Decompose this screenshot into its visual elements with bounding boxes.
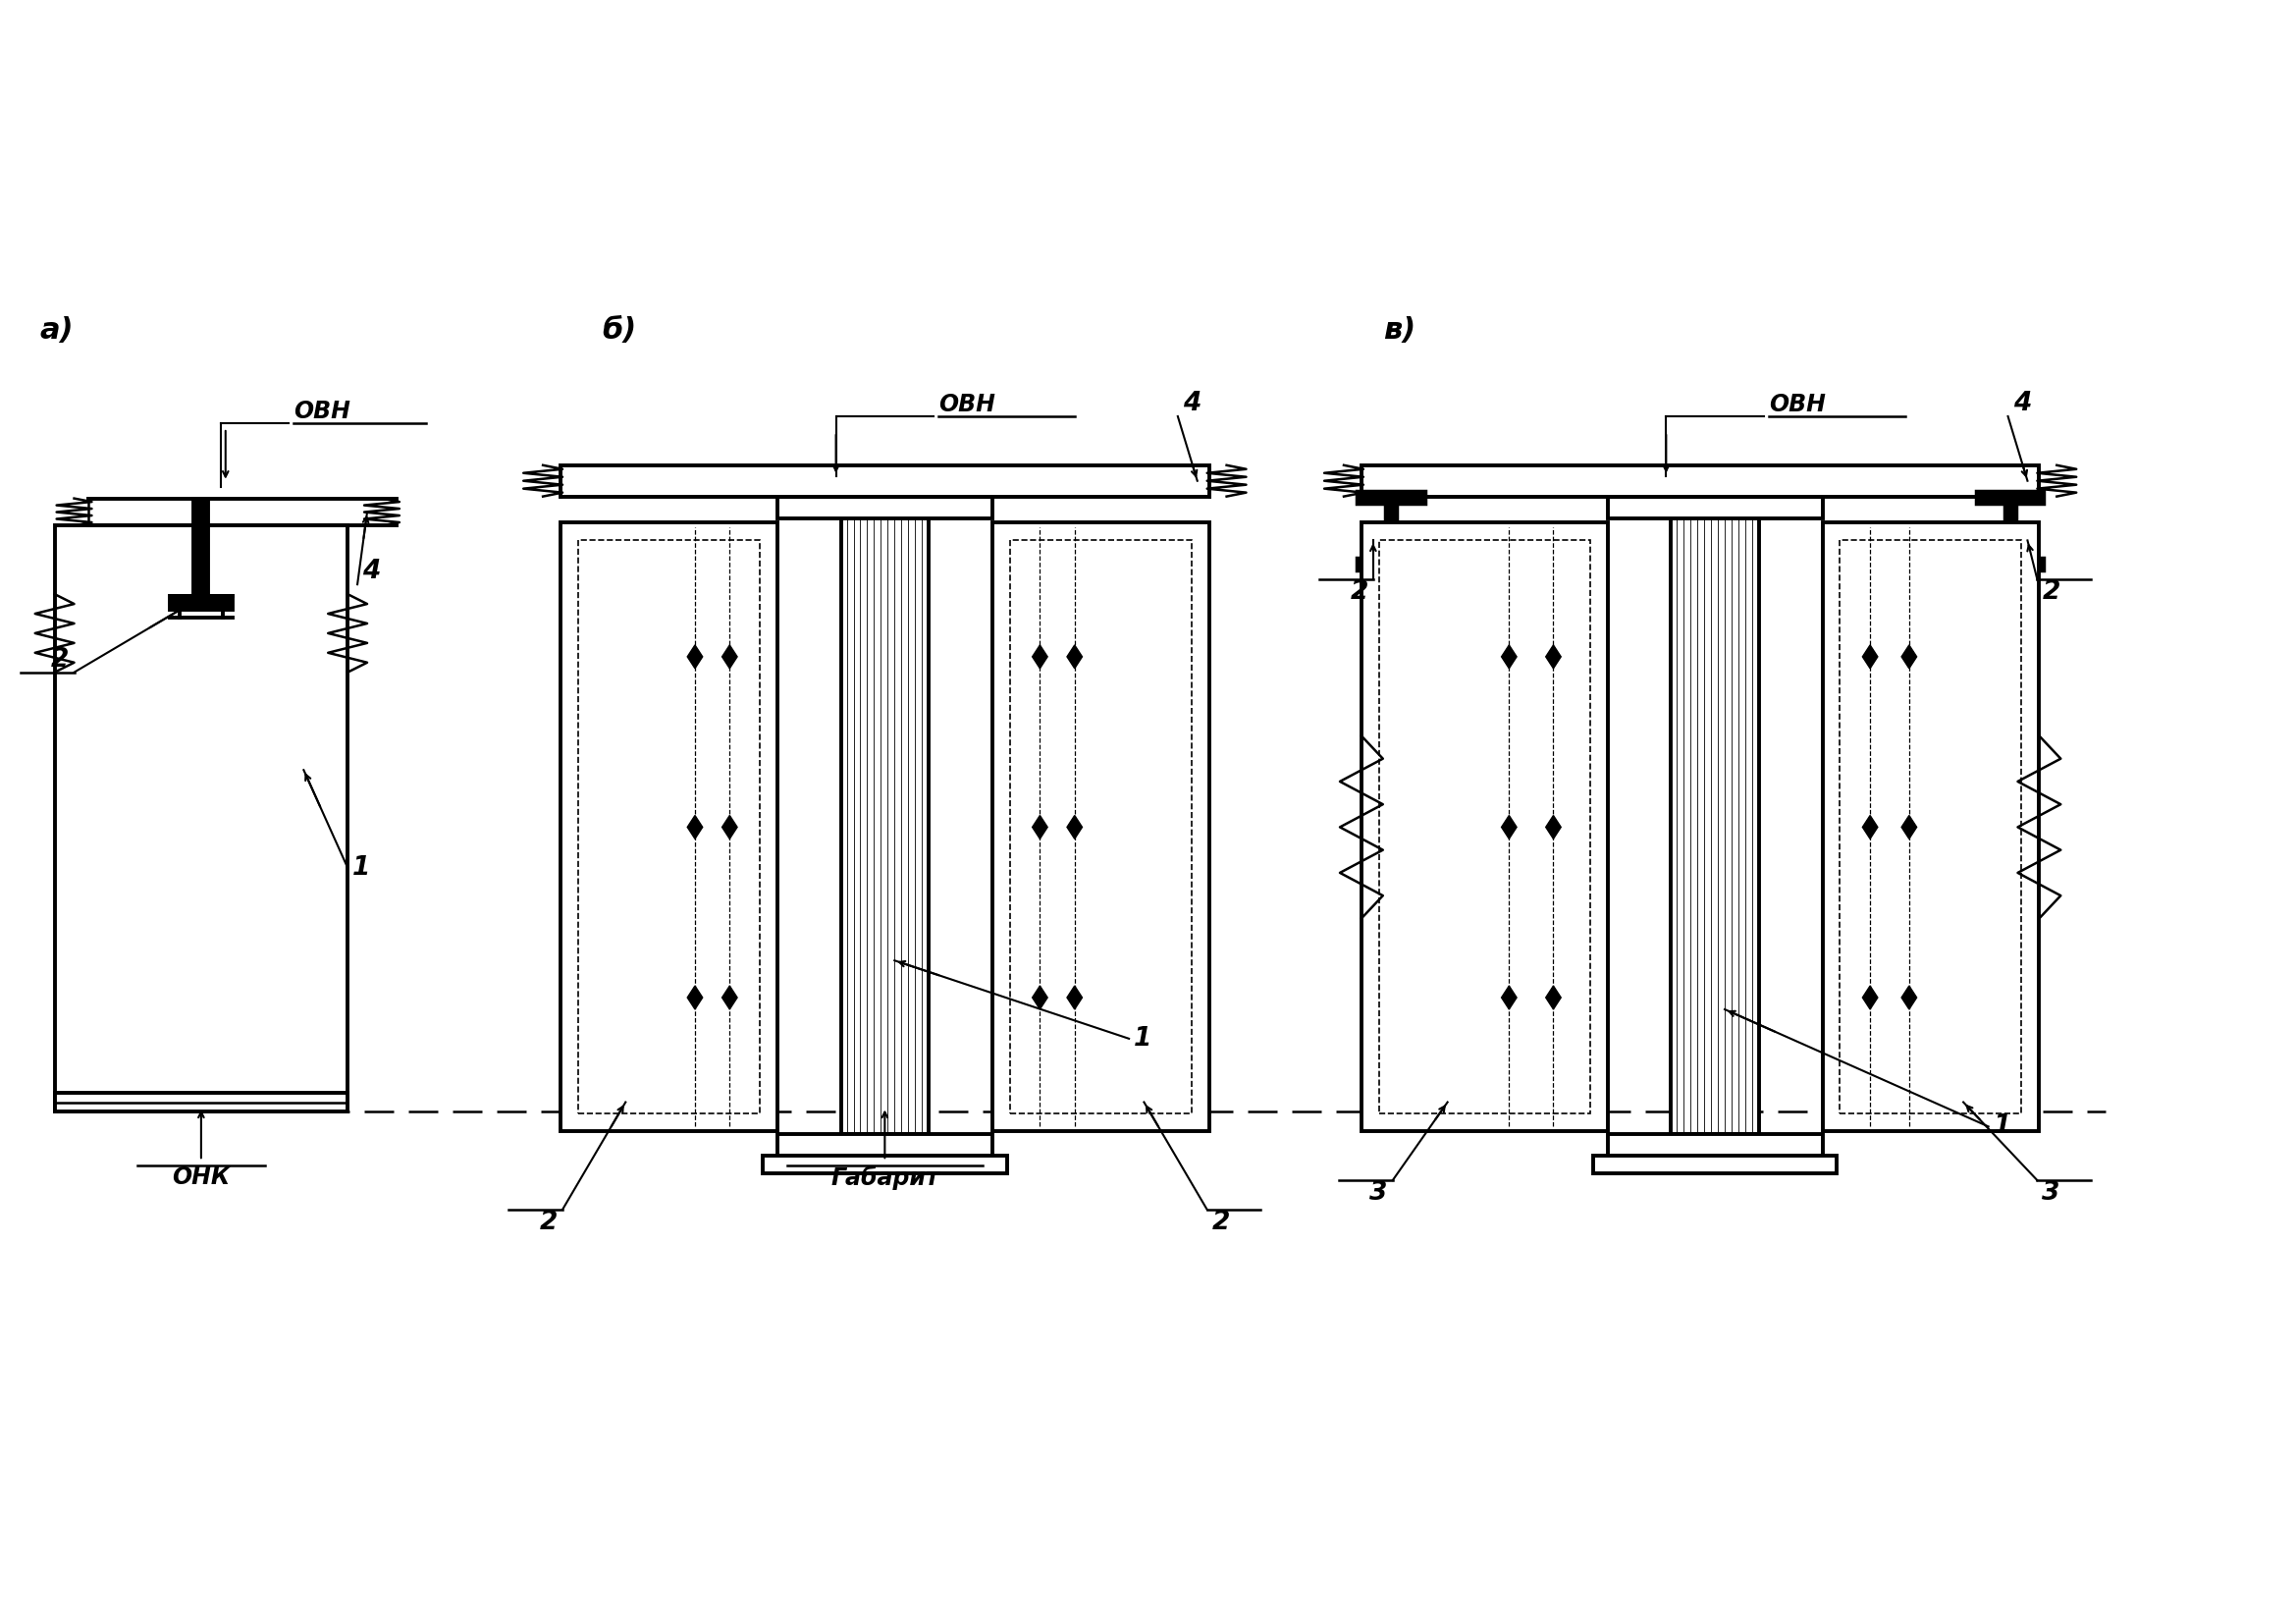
Text: б): б) xyxy=(602,317,636,344)
Polygon shape xyxy=(1502,815,1518,840)
Bar xyxy=(762,1156,1008,1174)
Bar xyxy=(1823,523,2039,1132)
Bar xyxy=(1362,464,2039,497)
Text: 3: 3 xyxy=(2041,1181,2060,1207)
Bar xyxy=(1357,557,1426,570)
Text: ОВН: ОВН xyxy=(294,400,351,424)
Polygon shape xyxy=(1545,986,1561,1009)
Bar xyxy=(1671,497,1759,1135)
Bar xyxy=(170,596,232,609)
Text: 2: 2 xyxy=(1350,580,1368,606)
Polygon shape xyxy=(1862,645,1878,669)
Text: 2: 2 xyxy=(1212,1210,1231,1236)
Polygon shape xyxy=(1033,815,1047,840)
Bar xyxy=(55,526,347,1112)
Text: 2: 2 xyxy=(2041,580,2060,606)
Bar xyxy=(1977,557,2043,570)
Bar xyxy=(992,523,1210,1132)
Polygon shape xyxy=(1033,645,1047,669)
Bar xyxy=(1362,523,1607,1132)
Text: 4: 4 xyxy=(1182,391,1201,416)
Bar xyxy=(1839,541,2023,1114)
Bar xyxy=(560,523,778,1132)
Polygon shape xyxy=(721,645,737,669)
Text: 4: 4 xyxy=(2014,391,2032,416)
Polygon shape xyxy=(1545,645,1561,669)
Bar xyxy=(1607,497,1823,518)
Text: 4: 4 xyxy=(363,559,381,585)
Polygon shape xyxy=(721,986,737,1009)
Text: в): в) xyxy=(1382,317,1417,344)
Bar xyxy=(560,464,1210,497)
Polygon shape xyxy=(1862,986,1878,1009)
Polygon shape xyxy=(1901,815,1917,840)
Bar xyxy=(55,1093,347,1112)
Bar xyxy=(1357,490,1426,503)
Text: а): а) xyxy=(39,317,73,344)
Polygon shape xyxy=(1068,986,1081,1009)
Bar xyxy=(2004,503,2016,557)
Polygon shape xyxy=(687,815,703,840)
Text: 1: 1 xyxy=(1134,1026,1153,1051)
Text: Габарит: Габарит xyxy=(831,1166,939,1190)
Polygon shape xyxy=(721,815,737,840)
Text: 2: 2 xyxy=(540,1210,558,1236)
Polygon shape xyxy=(1502,645,1518,669)
Bar xyxy=(1593,1156,1837,1174)
Polygon shape xyxy=(1545,815,1561,840)
Text: ОВН: ОВН xyxy=(939,393,994,416)
Bar xyxy=(1010,541,1192,1114)
Text: ОВН: ОВН xyxy=(1768,393,1825,416)
Bar xyxy=(1607,1135,1823,1156)
Polygon shape xyxy=(1901,986,1917,1009)
Polygon shape xyxy=(1862,815,1878,840)
Text: 3: 3 xyxy=(1371,1181,1387,1207)
Bar xyxy=(1977,490,2043,503)
Polygon shape xyxy=(1068,815,1081,840)
Text: 1: 1 xyxy=(354,854,370,880)
Bar xyxy=(1380,541,1589,1114)
Text: ОНК: ОНК xyxy=(172,1166,230,1189)
Bar xyxy=(778,1135,992,1156)
Bar xyxy=(193,499,209,596)
Bar xyxy=(1384,503,1396,557)
Polygon shape xyxy=(1502,986,1518,1009)
Polygon shape xyxy=(687,986,703,1009)
Text: 1: 1 xyxy=(1993,1114,2011,1140)
Polygon shape xyxy=(1033,986,1047,1009)
Bar xyxy=(778,497,992,518)
Bar xyxy=(579,541,760,1114)
Polygon shape xyxy=(1901,645,1917,669)
Polygon shape xyxy=(687,645,703,669)
Polygon shape xyxy=(1068,645,1081,669)
Bar xyxy=(840,497,930,1135)
Text: 2: 2 xyxy=(51,646,69,672)
